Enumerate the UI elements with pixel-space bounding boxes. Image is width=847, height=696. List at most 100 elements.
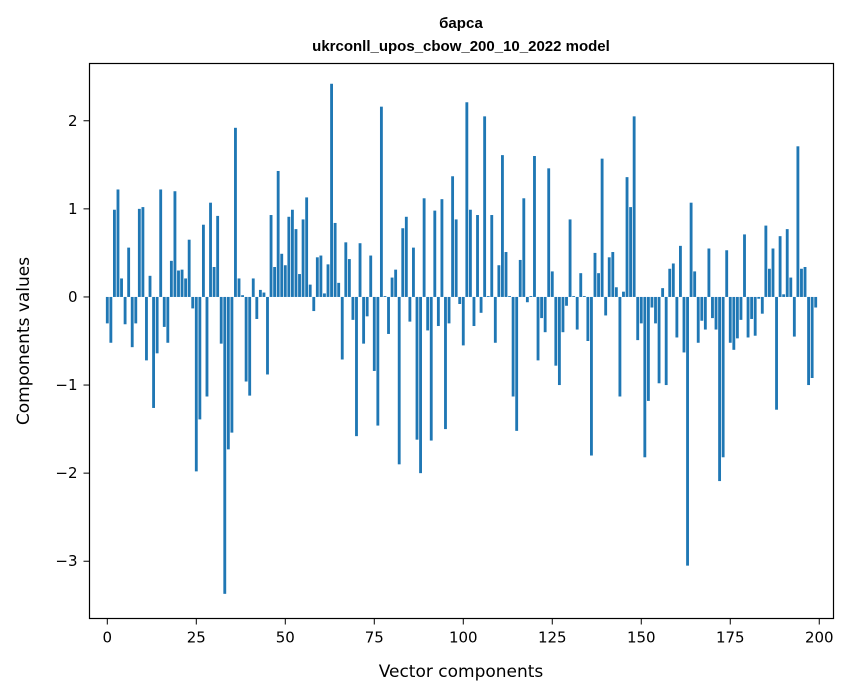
bar xyxy=(394,269,398,297)
y-tick-label: 2 xyxy=(68,112,78,130)
bar xyxy=(775,296,778,410)
bar xyxy=(173,191,177,297)
bar xyxy=(454,219,458,297)
bar xyxy=(654,296,657,324)
bar xyxy=(298,274,301,297)
bar xyxy=(597,273,600,297)
bar xyxy=(803,267,807,297)
bar xyxy=(782,294,786,297)
bar xyxy=(483,116,487,297)
bar xyxy=(461,296,465,346)
bar xyxy=(287,216,291,297)
plot-frame xyxy=(88,62,835,620)
bar xyxy=(362,296,366,344)
bar xyxy=(607,257,611,297)
bar xyxy=(696,296,700,343)
bar xyxy=(159,189,163,297)
bar xyxy=(753,296,757,336)
bar xyxy=(134,296,138,324)
x-tick-label: 200 xyxy=(805,629,834,647)
x-tick-label: 25 xyxy=(187,629,206,647)
bar xyxy=(440,199,444,297)
bar xyxy=(657,296,661,384)
bar xyxy=(664,296,668,386)
bar xyxy=(646,296,650,401)
bar xyxy=(718,296,722,482)
bar xyxy=(404,216,408,297)
bar xyxy=(269,215,273,297)
chart-title: барса xyxy=(439,15,483,32)
bar xyxy=(750,296,754,319)
bar xyxy=(308,284,312,297)
bar xyxy=(707,248,711,297)
x-tick-label: 0 xyxy=(103,629,113,647)
bar xyxy=(504,252,508,297)
bar xyxy=(746,296,750,338)
bar xyxy=(476,215,479,297)
bar xyxy=(711,296,714,319)
bar xyxy=(401,228,405,297)
bar xyxy=(162,296,166,327)
bar xyxy=(422,198,426,297)
bar xyxy=(116,189,120,297)
bar xyxy=(365,296,369,317)
x-tick-label: 125 xyxy=(538,629,567,647)
bar xyxy=(807,296,811,386)
bar xyxy=(622,291,625,297)
bar xyxy=(216,215,220,297)
bar xyxy=(721,296,725,458)
bar xyxy=(501,155,504,297)
bar xyxy=(732,296,736,350)
bar xyxy=(280,253,284,297)
bar xyxy=(241,295,244,297)
bar xyxy=(739,296,743,320)
x-tick-label: 75 xyxy=(365,629,384,647)
bar xyxy=(629,207,633,297)
bar xyxy=(248,296,252,396)
bar xyxy=(735,296,739,339)
bar xyxy=(639,296,643,324)
bar xyxy=(686,296,689,566)
bar xyxy=(511,296,515,397)
bar xyxy=(255,296,259,319)
bar xyxy=(785,229,789,297)
bar xyxy=(408,296,412,322)
bar xyxy=(764,225,768,297)
bar xyxy=(689,202,693,297)
x-axis-ticks: 0 25 50 75 100 125 150 175 200 xyxy=(103,618,834,647)
bar xyxy=(198,296,202,420)
bar xyxy=(529,296,533,297)
bar xyxy=(326,264,330,297)
y-tick-label: −3 xyxy=(55,552,77,570)
bar xyxy=(266,296,269,375)
bar xyxy=(636,296,640,341)
bar xyxy=(703,296,707,330)
y-tick-label: 0 xyxy=(68,288,78,306)
bar xyxy=(187,239,191,297)
bar xyxy=(618,296,622,397)
bar xyxy=(251,278,255,297)
bar xyxy=(465,102,469,297)
bar xyxy=(319,255,323,297)
bar xyxy=(543,296,547,333)
x-tick-label: 150 xyxy=(627,629,656,647)
bar xyxy=(611,252,615,297)
bar xyxy=(728,296,732,343)
bar xyxy=(276,170,280,297)
bar xyxy=(312,296,316,312)
bar xyxy=(436,296,440,327)
bar xyxy=(130,296,134,348)
bar xyxy=(223,296,227,594)
bar xyxy=(643,296,647,458)
bar xyxy=(800,268,803,297)
bar xyxy=(493,296,497,343)
bar xyxy=(262,292,266,297)
bar xyxy=(387,296,390,334)
bar xyxy=(486,296,490,297)
bar xyxy=(372,296,376,371)
bar xyxy=(590,296,593,456)
bar xyxy=(219,296,223,344)
bar xyxy=(323,293,326,297)
bar xyxy=(426,296,430,331)
bar xyxy=(355,296,358,437)
